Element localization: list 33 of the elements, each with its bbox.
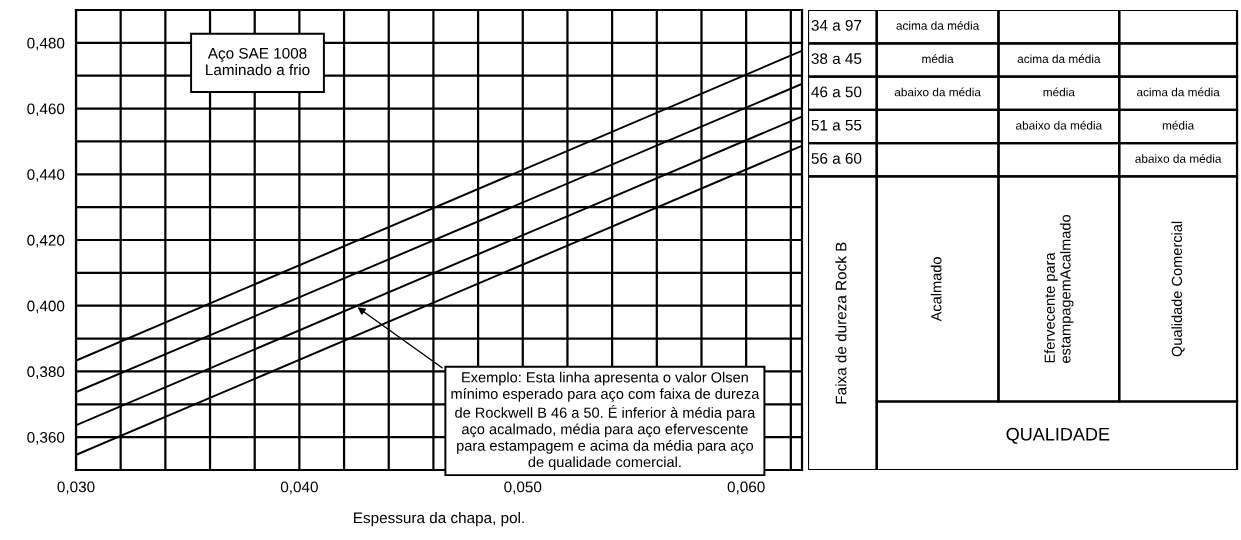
category-label: Acalmado bbox=[930, 257, 942, 322]
y-tick-label: 0,400 bbox=[27, 300, 65, 314]
x-axis-title: Espessura da chapa, pol. bbox=[354, 512, 524, 527]
text: abaixo da média bbox=[894, 87, 981, 97]
annotation: Aço SAE 1008 Laminado a frio bbox=[206, 47, 310, 76]
y-tick-label: 0,380 bbox=[27, 366, 65, 379]
text: média bbox=[1043, 87, 1075, 97]
category-label: 46 a 50 bbox=[811, 86, 862, 98]
x-tick-label: 0,030 bbox=[57, 481, 95, 495]
text: acima da média bbox=[896, 21, 980, 30]
text: média bbox=[922, 54, 954, 64]
x-tick-label: 0,040 bbox=[280, 481, 318, 495]
y-tick-label: 0,480 bbox=[27, 37, 65, 51]
y-tick-label: 0,460 bbox=[27, 103, 65, 117]
text: acima da média bbox=[1017, 54, 1101, 64]
y-tick-label: 0,420 bbox=[27, 234, 65, 248]
category-label: 51 a 55 bbox=[811, 119, 862, 131]
text: média bbox=[1162, 120, 1195, 130]
x-tick-label: 0,060 bbox=[727, 481, 765, 495]
category-label: Efervecente para estampagemAcalmado bbox=[1044, 214, 1074, 363]
category-label: 34 a 97 bbox=[811, 19, 862, 31]
text: acima da média bbox=[1136, 87, 1220, 97]
text: abaixo da média bbox=[1135, 154, 1222, 163]
category-label: Qualidade Comercial bbox=[1171, 221, 1185, 357]
y-tick-label: 0,440 bbox=[27, 169, 65, 182]
category-label: 38 a 45 bbox=[811, 53, 862, 65]
y-tick-label: 0,360 bbox=[27, 432, 65, 445]
text: abaixo da média bbox=[1016, 120, 1103, 130]
text: Faixa de dureza Rock B bbox=[835, 242, 847, 404]
category-label: 56 a 60 bbox=[811, 153, 862, 164]
annotation: Exemplo: Esta linha apresenta o valor Olsen mínimo esperado para aço com faixa de dureza de Rockwell B 46 a 50. É inferior à média para aço acalmado, média para aço efervescente para estampagem e acima da média para aço de qualidade comercial. bbox=[451, 371, 760, 470]
x-tick-label: 0,050 bbox=[504, 481, 542, 495]
text: QUALIDADE bbox=[1006, 427, 1110, 444]
